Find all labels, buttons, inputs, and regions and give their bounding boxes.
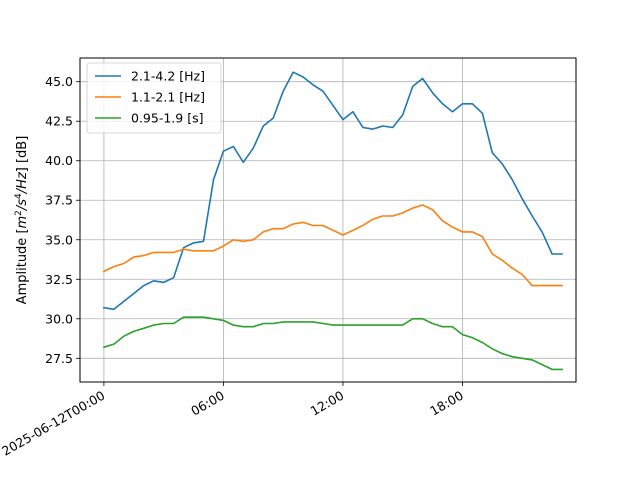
- y-tick-label: 30.0: [45, 311, 73, 326]
- legend: 2.1-4.2 [Hz] 1.1-2.1 [Hz] 0.95-1.9 [s]: [86, 62, 222, 134]
- y-tick-label: 35.0: [45, 232, 73, 247]
- y-axis-label: Amplitude [m2/s4/Hz] [dB]: [14, 136, 30, 305]
- y-tick-label: 37.5: [45, 193, 73, 208]
- legend-box: [86, 62, 222, 134]
- y-tick-label: 32.5: [45, 272, 73, 287]
- series-line-1: [102, 204, 563, 287]
- series-line-2: [102, 316, 563, 371]
- legend-label-2: 0.95-1.9 [s]: [131, 111, 203, 126]
- series-lines: [102, 71, 563, 371]
- y-tick-label: 42.5: [45, 114, 73, 129]
- plot-frame: [79, 57, 577, 383]
- y-tick-label: 45.0: [45, 74, 73, 89]
- legend-label-0: 2.1-4.2 [Hz]: [131, 69, 205, 84]
- y-tick-label: 40.0: [45, 153, 73, 168]
- grid: [80, 58, 576, 382]
- series-line-0: [102, 71, 563, 311]
- y-tick-label: 27.5: [45, 351, 73, 366]
- legend-label-1: 1.1-2.1 [Hz]: [131, 90, 205, 105]
